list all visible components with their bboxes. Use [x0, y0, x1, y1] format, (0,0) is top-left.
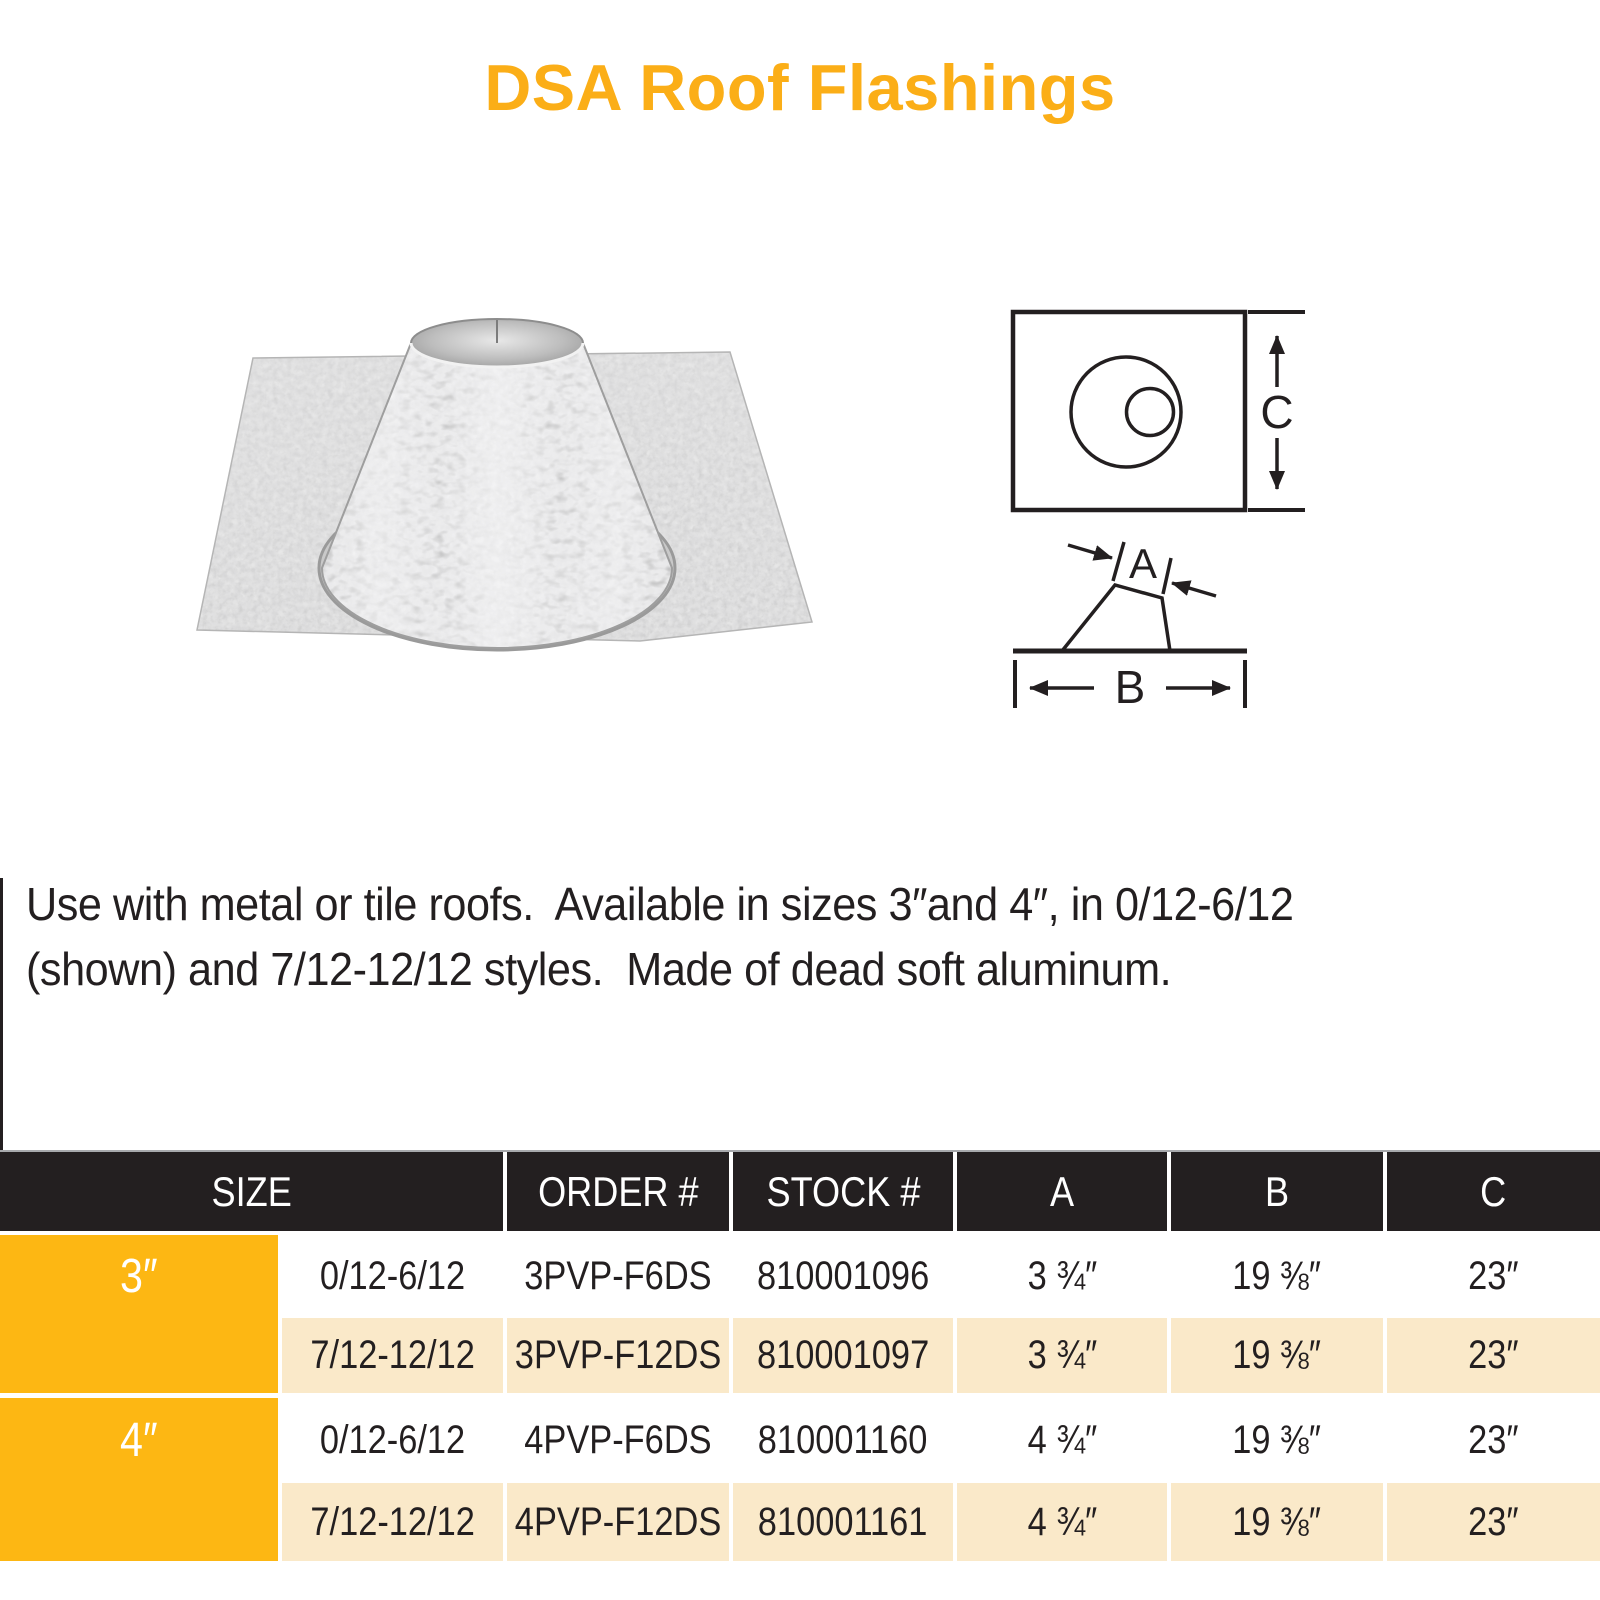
table-cell: 3PVP-F12DS — [507, 1318, 729, 1393]
table-cell: 3 ¾″ — [957, 1318, 1167, 1393]
table-body: 3″ 0/12-6/12 3PVP-F6DS 810001096 3 ¾″ 19… — [0, 1235, 1600, 1561]
table-cell: 810001096 — [733, 1235, 953, 1318]
product-photo — [178, 288, 838, 688]
table-cell: 19 ⅜″ — [1171, 1483, 1383, 1561]
table-cell: 0/12-6/12 — [282, 1398, 503, 1483]
table-cell: 0/12-6/12 — [282, 1235, 503, 1318]
table-cell: 810001097 — [733, 1318, 953, 1393]
table-cell: 23″ — [1387, 1318, 1600, 1393]
page-title: DSA Roof Flashings — [0, 50, 1600, 125]
table-cell: 4 ¾″ — [957, 1398, 1167, 1483]
table-header-row: SIZE ORDER # STOCK # A B C — [0, 1152, 1600, 1231]
table-cell: 23″ — [1387, 1235, 1600, 1318]
diagram-side-view — [1013, 541, 1247, 708]
size-label: 4″ — [120, 1414, 158, 1467]
dimension-diagram-art: C A B — [1010, 309, 1305, 713]
dim-a-label: A — [1129, 540, 1157, 587]
table-cell: 810001161 — [733, 1483, 953, 1561]
size-label: 3″ — [120, 1250, 158, 1303]
description-line-1: Use with metal or tile roofs. Available … — [26, 878, 1294, 930]
header-stock: STOCK # — [733, 1152, 953, 1231]
product-description: Use with metal or tile roofs. Available … — [26, 872, 1374, 1002]
dim-c-label: C — [1260, 386, 1293, 438]
description-line-2: (shown) and 7/12-12/12 styles. Made of d… — [26, 943, 1172, 995]
section-left-rule — [0, 878, 3, 1152]
header-order: ORDER # — [507, 1152, 729, 1231]
table-cell: 7/12-12/12 — [282, 1318, 503, 1393]
product-photo-art — [196, 318, 813, 652]
header-size: SIZE — [0, 1152, 503, 1231]
header-c: C — [1387, 1152, 1600, 1231]
table-cell: 3PVP-F6DS — [507, 1235, 729, 1318]
table-cell: 4PVP-F12DS — [507, 1483, 729, 1561]
page-title-text: DSA Roof Flashings — [484, 51, 1116, 124]
spec-table: SIZE ORDER # STOCK # A B C 3″ 0/12-6/12 … — [0, 1150, 1600, 1561]
table-cell: 4 ¾″ — [957, 1483, 1167, 1561]
table-top-rule — [0, 1150, 1600, 1152]
table-cell: 4PVP-F6DS — [507, 1398, 729, 1483]
table-cell: 23″ — [1387, 1483, 1600, 1561]
table-cell: 19 ⅜″ — [1171, 1318, 1383, 1393]
size-cell-3: 3″ — [0, 1235, 278, 1393]
diagram-top-view — [1010, 309, 1305, 513]
table-cell: 7/12-12/12 — [282, 1483, 503, 1561]
dim-b-label: B — [1115, 661, 1146, 713]
table-cell: 3 ¾″ — [957, 1235, 1167, 1318]
header-a: A — [957, 1152, 1167, 1231]
size-cell-4: 4″ — [0, 1398, 278, 1561]
table-cell: 23″ — [1387, 1398, 1600, 1483]
table-cell: 810001160 — [733, 1398, 953, 1483]
header-b: B — [1171, 1152, 1383, 1231]
dimension-diagram: C A B — [950, 280, 1370, 720]
table-cell: 19 ⅜″ — [1171, 1398, 1383, 1483]
table-cell: 19 ⅜″ — [1171, 1235, 1383, 1318]
